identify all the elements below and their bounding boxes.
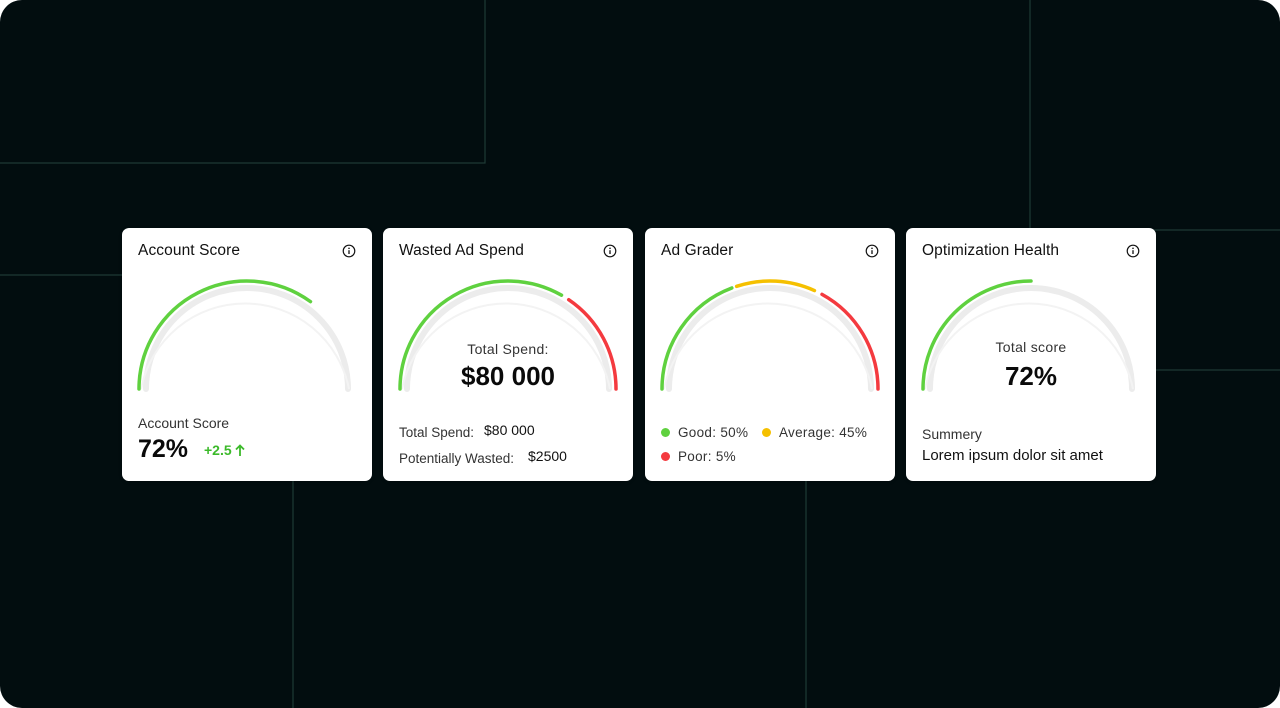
gauge-center-label: Total Spend:: [467, 341, 549, 357]
wasted-ad-spend-card: Wasted Ad Spend Total Spend: $80 000 Tot…: [383, 228, 633, 481]
gauge-segment-total: [398, 279, 564, 391]
summary-label: Summery: [922, 426, 982, 442]
card-title: Account Score: [138, 242, 241, 259]
account-score-gauge: [137, 279, 351, 392]
gauge-fill: [921, 279, 1033, 391]
optimization-health-card: Optimization Health Total score 72% Summ…: [906, 228, 1156, 481]
total-spend-value: $80 000: [484, 422, 535, 438]
info-icon[interactable]: [603, 244, 617, 258]
gauge-center-value: 72%: [1004, 361, 1058, 391]
gauge-segment-poor: [820, 292, 880, 391]
score-delta: +2.5: [204, 442, 245, 458]
ad-grader-gauge: [660, 279, 880, 392]
legend-good: Good: 50%: [661, 425, 748, 440]
gauge-segment-average: [734, 279, 817, 293]
optimization-health-gauge: [921, 279, 1135, 392]
ad-grader-card: Ad Grader Good: 50% Average: 45% Poor: 5…: [645, 228, 895, 481]
poor-dot-icon: [661, 452, 670, 461]
potentially-wasted-value: $2500: [528, 448, 567, 464]
gauge-center-value: $80 000: [461, 361, 555, 391]
card-title: Wasted Ad Spend: [399, 242, 525, 259]
gauge-center-label: Total score: [995, 339, 1067, 355]
info-icon[interactable]: [1126, 244, 1140, 258]
legend-poor: Poor: 5%: [661, 449, 736, 464]
legend-label: Average: 45%: [779, 425, 868, 440]
gauge-fill: [137, 279, 313, 391]
score-value: 72%: [138, 435, 189, 463]
score-label: Account Score: [138, 415, 230, 431]
wasted-spend-gauge: [398, 279, 618, 392]
info-icon[interactable]: [342, 244, 356, 258]
legend-average: Average: 45%: [762, 425, 867, 440]
gauge-segment-good: [660, 286, 734, 391]
info-icon[interactable]: [865, 244, 879, 258]
good-dot-icon: [661, 428, 670, 437]
total-spend-label: Total Spend:: [399, 425, 475, 440]
account-score-card: Account Score Account Score 72% +2.5: [122, 228, 372, 481]
card-title: Optimization Health: [922, 242, 1060, 259]
potentially-wasted-label: Potentially Wasted:: [399, 451, 515, 466]
card-title: Ad Grader: [661, 242, 734, 259]
arrow-up-icon: [235, 443, 245, 456]
legend-label: Good: 50%: [678, 425, 749, 440]
summary-text: Lorem ipsum dolor sit amet: [922, 447, 1103, 464]
delta-value: +2.5: [204, 442, 232, 458]
legend-label: Poor: 5%: [678, 449, 736, 464]
gauge-segment-wasted: [566, 297, 618, 391]
average-dot-icon: [762, 428, 771, 437]
